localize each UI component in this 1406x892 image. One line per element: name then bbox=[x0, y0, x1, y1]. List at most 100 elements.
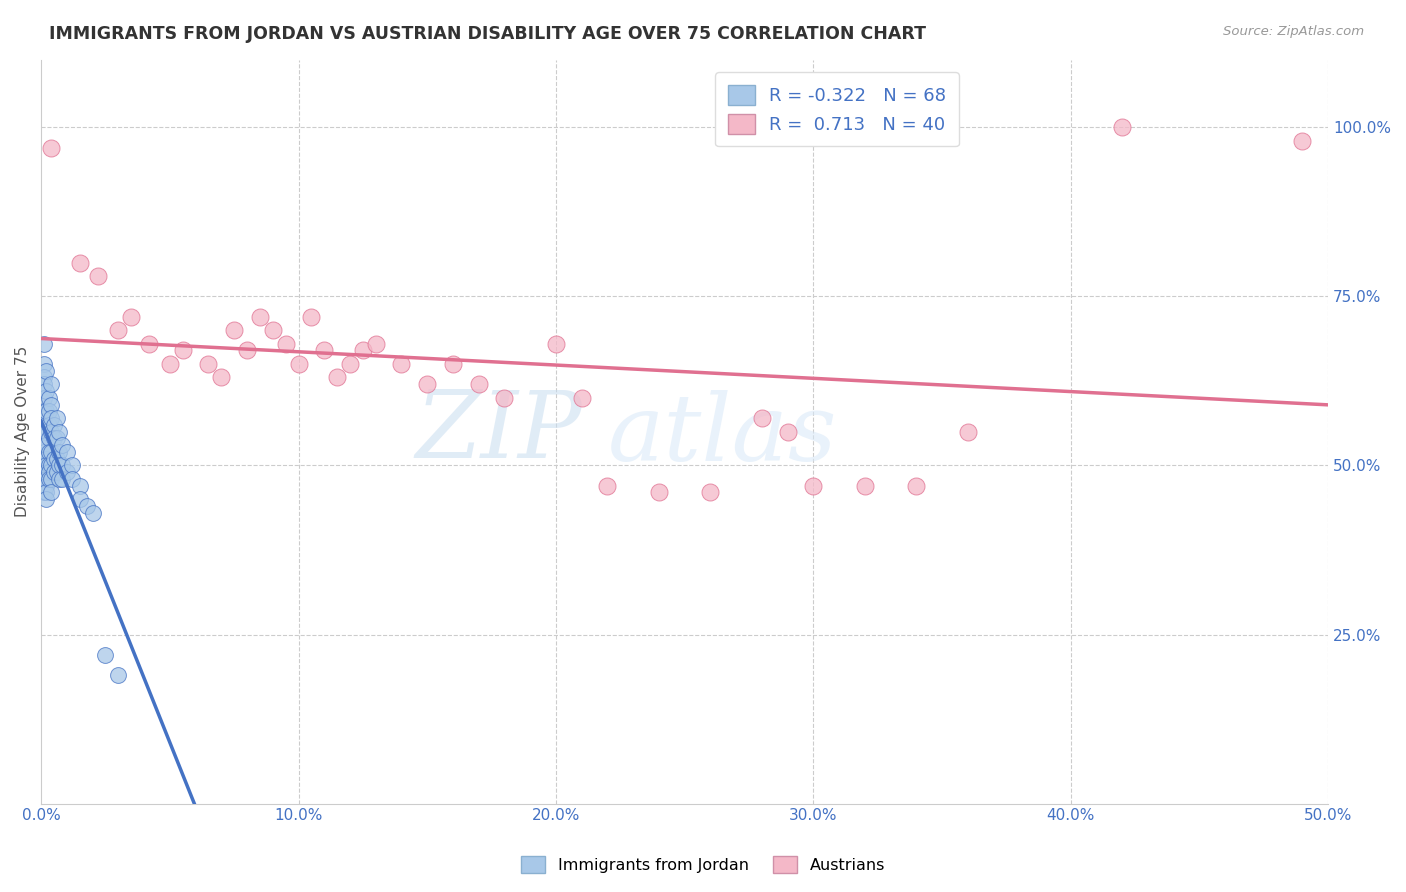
Point bbox=[209, 370, 232, 384]
Point bbox=[35, 465, 58, 479]
Point bbox=[32, 377, 55, 392]
Point bbox=[801, 479, 824, 493]
Legend: Immigrants from Jordan, Austrians: Immigrants from Jordan, Austrians bbox=[515, 849, 891, 880]
Point bbox=[94, 648, 117, 662]
Point bbox=[42, 431, 65, 445]
Point bbox=[32, 425, 55, 439]
Point bbox=[38, 458, 60, 473]
Point bbox=[45, 451, 67, 466]
Point bbox=[45, 431, 67, 445]
Point bbox=[326, 370, 349, 384]
Point bbox=[51, 472, 73, 486]
Point bbox=[32, 472, 55, 486]
Point bbox=[32, 411, 55, 425]
Point bbox=[35, 492, 58, 507]
Point bbox=[41, 425, 63, 439]
Point bbox=[391, 357, 413, 371]
Point bbox=[224, 323, 246, 337]
Point bbox=[60, 458, 83, 473]
Point bbox=[38, 404, 60, 418]
Point bbox=[172, 343, 194, 358]
Point bbox=[51, 458, 73, 473]
Point bbox=[51, 438, 73, 452]
Point bbox=[32, 391, 55, 405]
Point bbox=[41, 472, 63, 486]
Point bbox=[32, 485, 55, 500]
Point bbox=[45, 411, 67, 425]
Point bbox=[69, 492, 91, 507]
Point bbox=[339, 357, 361, 371]
Point bbox=[41, 485, 63, 500]
Point bbox=[571, 391, 593, 405]
Point bbox=[1291, 134, 1313, 148]
Point bbox=[69, 255, 91, 269]
Point bbox=[956, 425, 979, 439]
Point bbox=[60, 472, 83, 486]
Point bbox=[138, 336, 160, 351]
Point bbox=[48, 425, 70, 439]
Point bbox=[32, 357, 55, 371]
Point bbox=[32, 370, 55, 384]
Point bbox=[853, 479, 876, 493]
Point bbox=[32, 479, 55, 493]
Point bbox=[48, 472, 70, 486]
Point bbox=[107, 668, 129, 682]
Point bbox=[56, 465, 79, 479]
Point bbox=[32, 451, 55, 466]
Point bbox=[48, 445, 70, 459]
Point bbox=[35, 485, 58, 500]
Text: Source: ZipAtlas.com: Source: ZipAtlas.com bbox=[1223, 25, 1364, 38]
Point bbox=[35, 451, 58, 466]
Text: IMMIGRANTS FROM JORDAN VS AUSTRIAN DISABILITY AGE OVER 75 CORRELATION CHART: IMMIGRANTS FROM JORDAN VS AUSTRIAN DISAB… bbox=[49, 25, 927, 43]
Point bbox=[35, 438, 58, 452]
Text: ZIP: ZIP bbox=[415, 386, 582, 476]
Point bbox=[41, 411, 63, 425]
Point bbox=[467, 377, 489, 392]
Point bbox=[314, 343, 336, 358]
Point bbox=[41, 140, 63, 154]
Point bbox=[82, 506, 104, 520]
Point bbox=[48, 458, 70, 473]
Point bbox=[120, 310, 142, 324]
Point bbox=[236, 343, 259, 358]
Point bbox=[159, 357, 181, 371]
Point bbox=[76, 499, 98, 513]
Point bbox=[42, 465, 65, 479]
Point bbox=[69, 479, 91, 493]
Point bbox=[35, 384, 58, 398]
Point bbox=[35, 364, 58, 378]
Point bbox=[299, 310, 322, 324]
Point bbox=[751, 411, 773, 425]
Point bbox=[41, 445, 63, 459]
Point bbox=[699, 485, 721, 500]
Point bbox=[56, 445, 79, 459]
Point bbox=[41, 398, 63, 412]
Point bbox=[596, 479, 619, 493]
Y-axis label: Disability Age Over 75: Disability Age Over 75 bbox=[15, 346, 30, 517]
Point bbox=[38, 417, 60, 432]
Point bbox=[544, 336, 567, 351]
Point bbox=[776, 425, 799, 439]
Point bbox=[32, 336, 55, 351]
Point bbox=[35, 472, 58, 486]
Point bbox=[42, 451, 65, 466]
Point bbox=[38, 472, 60, 486]
Point bbox=[274, 336, 297, 351]
Point bbox=[35, 479, 58, 493]
Text: atlas: atlas bbox=[607, 391, 837, 480]
Point bbox=[648, 485, 671, 500]
Point bbox=[38, 465, 60, 479]
Point bbox=[352, 343, 374, 358]
Point bbox=[35, 458, 58, 473]
Point bbox=[1111, 120, 1133, 135]
Point bbox=[441, 357, 464, 371]
Point bbox=[41, 458, 63, 473]
Point bbox=[905, 479, 928, 493]
Point bbox=[32, 438, 55, 452]
Point bbox=[35, 404, 58, 418]
Point bbox=[32, 465, 55, 479]
Point bbox=[42, 417, 65, 432]
Point bbox=[107, 323, 129, 337]
Point bbox=[41, 377, 63, 392]
Legend: R = -0.322   N = 68, R =  0.713   N = 40: R = -0.322 N = 68, R = 0.713 N = 40 bbox=[714, 72, 959, 146]
